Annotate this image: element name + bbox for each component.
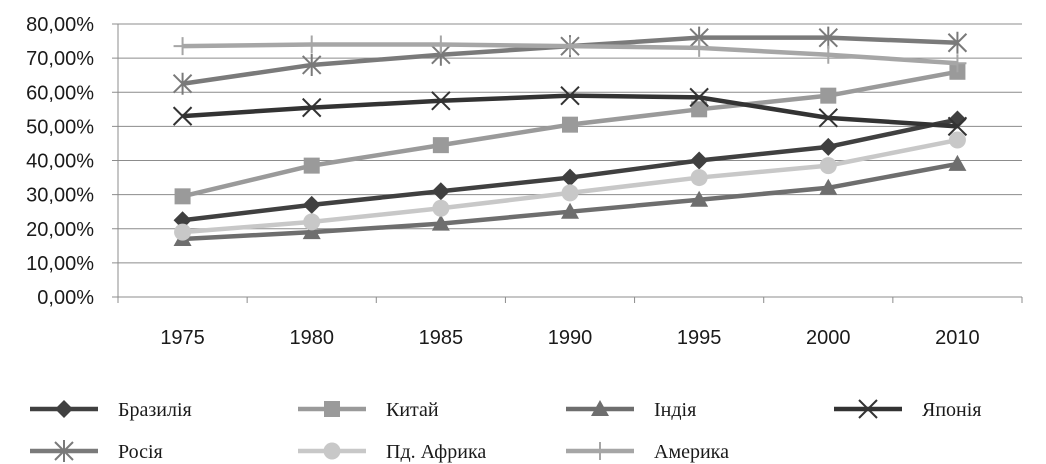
axes [112,23,1023,303]
data-point [948,154,967,171]
data-point [302,53,322,76]
data-point [303,213,321,231]
x-tick-label: 1980 [289,327,334,349]
series-1 [174,63,966,205]
data-point [173,37,192,56]
legend-item: Америка [566,441,729,463]
y-tick-label: 20,00% [26,219,94,241]
data-point [302,195,321,214]
legend-item: Японія [834,399,982,421]
data-point [173,211,192,230]
legend-marker [323,442,341,460]
legend-marker [591,442,609,460]
data-point [561,184,579,202]
series-4 [172,26,968,95]
legend-marker [591,400,609,416]
data-point [303,157,320,174]
data-point [432,137,449,154]
data-point [947,31,968,54]
data-point [431,35,450,54]
data-point [691,101,708,118]
y-tick-label: 0,00% [37,287,94,309]
data-point [174,223,192,241]
series-6 [173,35,967,73]
data-point [948,131,966,149]
data-point [561,37,579,56]
x-tick-label: 2010 [935,327,980,349]
data-point [947,116,968,137]
y-tick-labels: 0,00% 10,00% 20,00% 30,00% 40,00% 50,00% 60,00… [26,14,94,309]
data-point [174,188,191,205]
data-point [302,223,321,240]
y-tick-label: 60,00% [26,82,94,104]
data-point [819,45,838,64]
x-tick-label: 1995 [677,327,722,349]
data-point [948,54,967,73]
data-point [560,85,580,106]
legend-label: Японія [922,399,982,421]
y-tick-label: 10,00% [26,253,94,275]
legend: Бразилія Китай Індія Японія Росія Пд. Африка А… [30,399,982,463]
data-point [690,190,709,207]
data-point [690,169,708,187]
series-5 [174,131,966,241]
legend-item: Пд. Африка [298,441,486,463]
x-tick-label: 2000 [806,327,851,349]
legend-label: Бразилія [118,399,192,421]
x-tick-label: 1985 [419,327,464,349]
data-point [690,151,709,170]
x-tick-label: 1975 [160,327,205,349]
legend-marker [858,399,878,419]
data-point [820,87,837,104]
data-point [818,108,838,128]
data-point [561,202,579,219]
x-tick-labels: 1975 1980 1985 1990 1995 2000 2010 [160,327,979,349]
legend-label: Росія [118,441,163,463]
data-point [431,182,450,201]
y-tick-label: 70,00% [26,48,94,70]
data-point [302,97,322,118]
data-point [818,26,838,49]
data-point [561,168,579,187]
data-point [172,72,193,95]
legend-marker [54,440,74,462]
data-point [431,214,450,231]
legend-marker [324,401,340,417]
legend-item: Бразилія [30,399,192,421]
legend-label: Америка [654,441,729,463]
series-3 [172,85,968,137]
legend-marker [55,400,73,418]
legend-item: Китай [298,399,439,421]
series-0 [173,110,967,230]
data-point [431,91,451,111]
y-tick-label: 30,00% [26,185,94,207]
data-point [302,35,321,54]
legend-item: Росія [30,440,163,463]
data-point [819,157,837,175]
y-tick-label: 80,00% [26,14,94,36]
legend-label: Індія [654,399,696,421]
legend-item: Індія [566,399,696,421]
series-layer [172,26,968,246]
y-tick-label: 50,00% [26,116,94,138]
data-point [562,116,578,133]
legend-label: Пд. Африка [386,441,486,463]
y-tick-label: 40,00% [26,151,94,173]
data-point [690,38,709,57]
x-tick-label: 1990 [548,327,593,349]
data-point [172,106,193,126]
legend-label: Китай [386,399,439,421]
data-point [432,199,450,217]
data-point [689,87,709,108]
series-2 [173,154,967,246]
data-point [819,137,838,156]
data-point [819,178,838,195]
